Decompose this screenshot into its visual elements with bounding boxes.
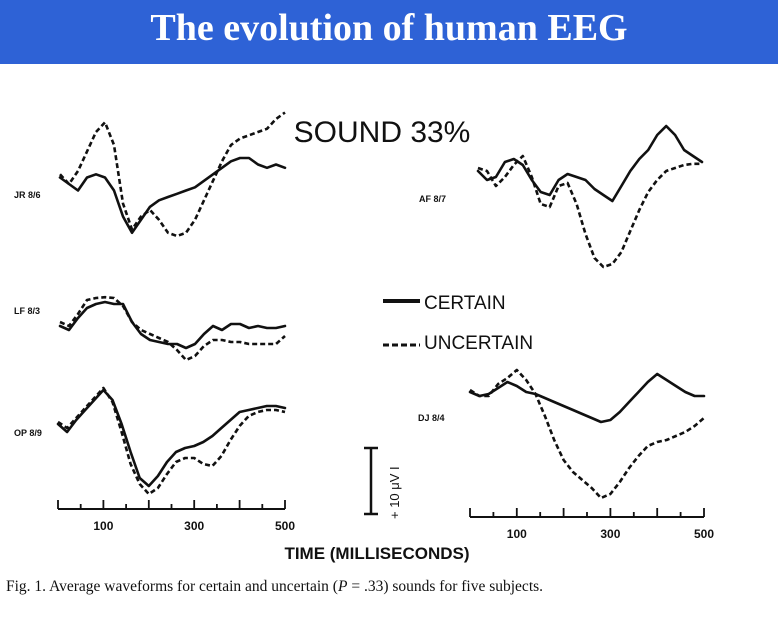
panel-dj-8-4: DJ 8/4 [418, 368, 706, 500]
panel-label-dj-8-4: DJ 8/4 [418, 413, 445, 423]
uncertain-line-jr-8-6 [59, 111, 286, 238]
panel-af-8-7: AF 8/7 [419, 124, 704, 269]
certain-line-dj-8-4 [468, 372, 706, 424]
x-tick-label-right-100: 100 [507, 527, 527, 541]
uncertain-line-dj-8-4 [469, 368, 705, 500]
x-tick-label-right-500: 500 [694, 527, 714, 541]
x-axis-title: TIME (MILLISECONDS) [284, 544, 469, 563]
uncertain-line-af-8-7 [477, 154, 702, 269]
panel-jr-8-6: JR 8/6 [14, 111, 287, 238]
panel-label-jr-8-6: JR 8/6 [14, 190, 41, 200]
caption-suffix: = .33) sounds for five subjects. [347, 578, 544, 595]
scale-bar-label: + 10 μV I [387, 466, 402, 519]
x-tick-label-left-100: 100 [93, 519, 113, 533]
legend-uncertain-label: UNCERTAIN [424, 333, 533, 354]
uncertain-line-lf-8-3 [59, 295, 286, 362]
scale-bar: + 10 μV I [364, 446, 402, 519]
certain-line-af-8-7 [476, 124, 704, 203]
legend: CERTAIN UNCERTAIN [383, 293, 533, 354]
x-tick-label-right-300: 300 [600, 527, 620, 541]
x-tick-label-left-300: 300 [184, 519, 204, 533]
x-axis-right: 100 300 500 [469, 508, 714, 541]
certain-line-lf-8-3 [58, 300, 287, 350]
certain-line-op-8-9 [56, 388, 287, 488]
legend-certain-label: CERTAIN [424, 293, 506, 314]
caption-variable: P [337, 578, 348, 595]
figure-caption: Fig. 1. Average waveforms for certain an… [6, 578, 776, 596]
erp-figure: SOUND 33% JR 8/6 AF 8/7 LF 8/3 OP 8/9 DJ 8/4… [14, 111, 714, 563]
caption-prefix: Fig. 1. Average waveforms for certain an… [6, 578, 338, 595]
panel-label-op-8-9: OP 8/9 [14, 428, 42, 438]
slide-title: The evolution of human EEG [0, 0, 778, 64]
panel-label-lf-8-3: LF 8/3 [14, 306, 40, 316]
certain-line-jr-8-6 [58, 156, 287, 235]
figure-heading: SOUND 33% [294, 116, 471, 149]
panel-op-8-9: OP 8/9 [14, 386, 287, 496]
x-axis-left: 100 300 500 [57, 500, 295, 533]
panel-label-af-8-7: AF 8/7 [419, 194, 446, 204]
panel-lf-8-3: LF 8/3 [14, 295, 287, 362]
uncertain-line-op-8-9 [57, 386, 286, 496]
x-tick-label-left-500: 500 [275, 519, 295, 533]
